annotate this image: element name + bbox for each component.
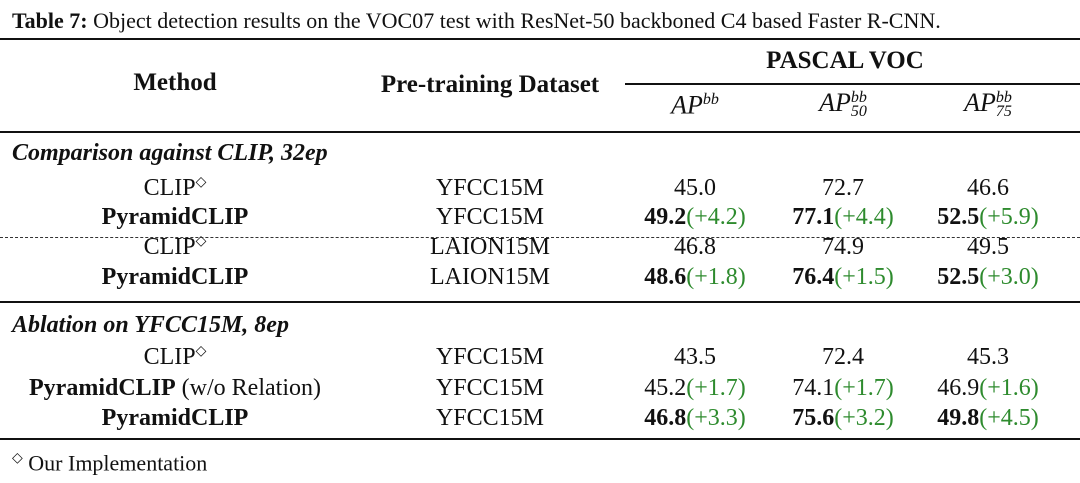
ap75-value: 46.9 <box>937 375 980 401</box>
header-ap50: AP bb 50 <box>819 88 867 121</box>
method-suffix: (w/o Relation) <box>175 375 321 401</box>
ap-gain: (+1.7) <box>686 375 746 401</box>
ap50-cell: 72.4 <box>822 345 864 369</box>
ap75-cell: 49.8(+4.5) <box>937 406 1039 430</box>
method-cell: CLIP◇ <box>143 175 207 201</box>
ap50-cell: 76.4(+1.5) <box>792 265 894 289</box>
method-cell: PyramidCLIP <box>102 265 249 289</box>
ap75-cell: 46.6 <box>967 176 1009 200</box>
ap-cell: 49.2(+4.2) <box>644 205 746 229</box>
ap-value: 43.5 <box>674 344 716 370</box>
header-ap: APbb <box>671 90 719 120</box>
caption-label: Table 7: <box>12 8 88 33</box>
ap75-cell: 49.5 <box>967 235 1009 259</box>
table-caption: Table 7: Object detection results on the… <box>12 8 1072 34</box>
dataset-cell: YFCC15M <box>435 204 545 230</box>
ap50-gain: (+1.5) <box>834 264 894 290</box>
method-name: PyramidCLIP <box>101 204 249 230</box>
ap50-value: 74.1 <box>792 375 835 401</box>
ap-gain: (+3.3) <box>686 405 746 431</box>
diamond-icon: ◇ <box>195 344 207 359</box>
caption-text: Object detection results on the VOC07 te… <box>93 8 941 33</box>
ap75-gain: (+1.6) <box>979 375 1039 401</box>
method-name: CLIP <box>143 234 196 260</box>
method-name: PyramidCLIP <box>101 264 249 290</box>
ap50-gain: (+4.4) <box>834 204 894 230</box>
footnote-diamond-icon: ◇ <box>12 451 23 466</box>
method-cell: PyramidCLIP <box>102 205 249 229</box>
diamond-icon: ◇ <box>195 234 207 249</box>
ap-gain: (+1.8) <box>686 264 746 290</box>
method-name: PyramidCLIP <box>29 375 176 401</box>
ap75-value: 52.5 <box>937 264 980 290</box>
dataset-cell: YFCC15M <box>435 375 545 401</box>
top-rule <box>0 38 1080 40</box>
ap50-gain: (+3.2) <box>834 405 894 431</box>
ap50-value: 72.7 <box>822 175 864 201</box>
ap75-cell: 46.9(+1.6) <box>937 376 1039 400</box>
footnote: ◇ Our Implementation <box>12 450 207 476</box>
dataset-cell: LAION15M <box>430 264 550 290</box>
ap75-cell: 52.5(+3.0) <box>937 265 1039 289</box>
ap75-gain: (+5.9) <box>979 204 1039 230</box>
method-cell: CLIP◇ <box>143 234 207 260</box>
header-dataset: Pre-training Dataset <box>380 71 600 98</box>
ap50-cell: 77.1(+4.4) <box>792 205 894 229</box>
method-name: CLIP <box>143 344 196 370</box>
ap75-value: 52.5 <box>937 204 980 230</box>
method-cell: CLIP◇ <box>143 344 207 370</box>
dataset-cell: YFCC15M <box>435 405 545 431</box>
ap-value: 46.8 <box>644 405 687 431</box>
ap75-value: 49.8 <box>937 405 980 431</box>
section-title: Comparison against CLIP, 32ep <box>12 140 328 166</box>
dataset-divider <box>0 237 1080 238</box>
ap75-gain: (+3.0) <box>979 264 1039 290</box>
ap75-value: 46.6 <box>967 175 1009 201</box>
ap50-cell: 74.9 <box>822 235 864 259</box>
ap-cell: 45.2(+1.7) <box>644 376 746 400</box>
ap75-cell: 45.3 <box>967 345 1009 369</box>
ap-value: 48.6 <box>644 264 687 290</box>
header-group-rule <box>625 83 1080 85</box>
ap75-gain: (+4.5) <box>979 405 1039 431</box>
ap50-value: 75.6 <box>792 405 835 431</box>
ap-value: 45.2 <box>644 375 687 401</box>
ap-cell: 46.8(+3.3) <box>644 406 746 430</box>
bottom-rule <box>0 438 1080 440</box>
ap50-value: 74.9 <box>822 234 864 260</box>
ap50-cell: 75.6(+3.2) <box>792 406 894 430</box>
header-pascal-voc: PASCAL VOC <box>766 47 924 74</box>
diamond-icon: ◇ <box>195 175 207 190</box>
header-ap75: AP bb 75 <box>964 88 1012 121</box>
ap-value: 46.8 <box>674 234 716 260</box>
ap-cell: 43.5 <box>674 345 716 369</box>
ap50-cell: 74.1(+1.7) <box>792 376 894 400</box>
footnote-text: Our Implementation <box>28 450 208 476</box>
method-name: CLIP <box>143 175 196 201</box>
ap-cell: 48.6(+1.8) <box>644 265 746 289</box>
ap75-value: 45.3 <box>967 344 1009 370</box>
dataset-cell: YFCC15M <box>435 344 545 370</box>
ap75-cell: 52.5(+5.9) <box>937 205 1039 229</box>
method-name: PyramidCLIP <box>101 405 249 431</box>
ap-gain: (+4.2) <box>686 204 746 230</box>
ap50-value: 76.4 <box>792 264 835 290</box>
ap75-value: 49.5 <box>967 234 1009 260</box>
ap-value: 45.0 <box>674 175 716 201</box>
section-title: Ablation on YFCC15M, 8ep <box>12 312 289 338</box>
ap50-value: 77.1 <box>792 204 835 230</box>
section-rule <box>0 301 1080 303</box>
method-cell: PyramidCLIP <box>102 406 249 430</box>
ap-value: 49.2 <box>644 204 687 230</box>
method-cell: PyramidCLIP (w/o Relation) <box>29 376 321 400</box>
dataset-cell: LAION15M <box>430 234 550 260</box>
ap50-cell: 72.7 <box>822 176 864 200</box>
header-method: Method <box>133 69 217 96</box>
ap-cell: 45.0 <box>674 176 716 200</box>
dataset-cell: YFCC15M <box>435 175 545 201</box>
header-rule <box>0 131 1080 133</box>
ap50-value: 72.4 <box>822 344 864 370</box>
ap-cell: 46.8 <box>674 235 716 259</box>
ap50-gain: (+1.7) <box>834 375 894 401</box>
